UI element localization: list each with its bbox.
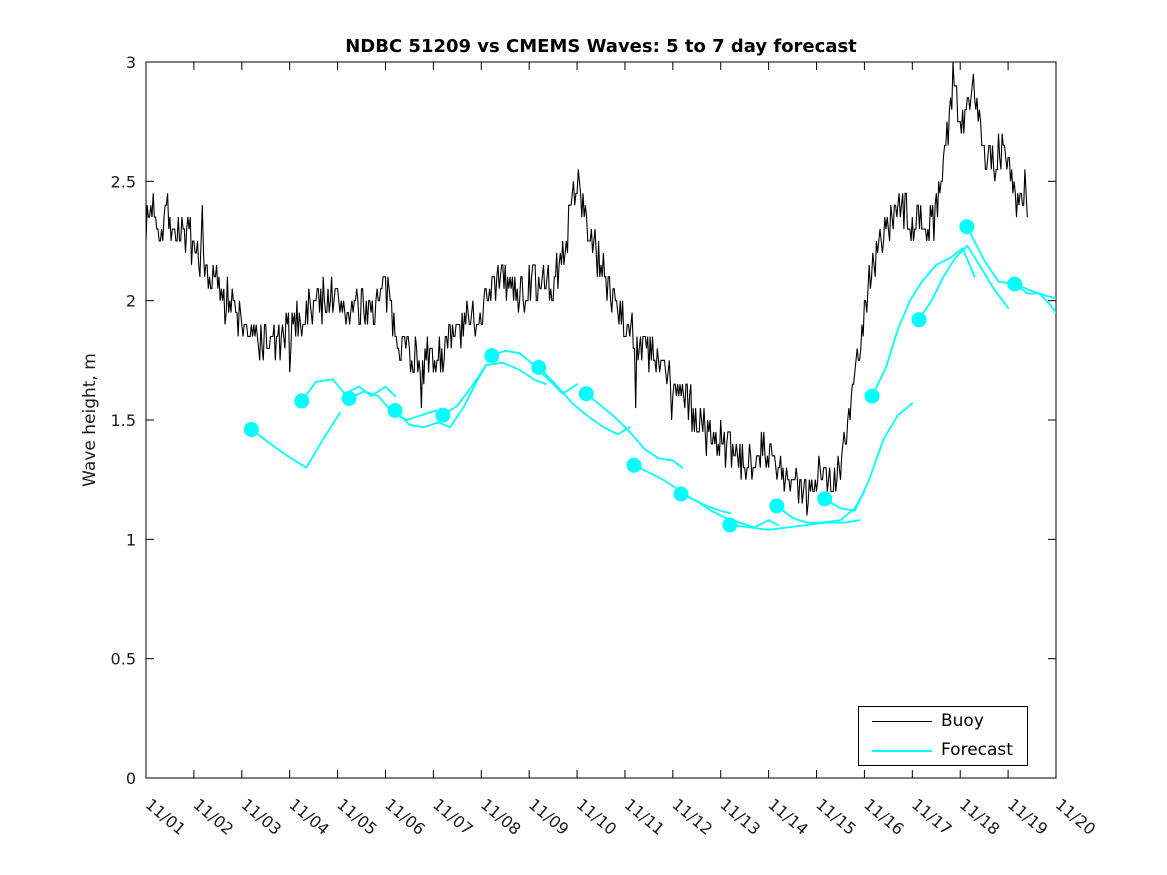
forecast-segment <box>537 366 631 436</box>
forecast-line-sample <box>872 749 932 752</box>
x-tick-label: 11/11 <box>621 795 669 839</box>
x-tick-label: 11/16 <box>860 795 908 839</box>
legend: Buoy Forecast <box>858 706 1028 766</box>
x-tick-label: 11/15 <box>812 795 860 839</box>
x-tick-label: 11/01 <box>142 795 190 839</box>
x-tick-label: 11/13 <box>717 795 765 839</box>
forecast-marker <box>769 498 785 514</box>
forecast-marker <box>294 393 310 409</box>
x-tick-label: 11/06 <box>381 795 429 839</box>
x-tick-label: 11/18 <box>956 795 1004 839</box>
forecast-segment <box>871 247 976 398</box>
forecast-marker <box>673 486 689 502</box>
buoy-line <box>146 62 1028 516</box>
forecast-segment <box>300 378 397 402</box>
legend-label-forecast: Forecast <box>941 740 1013 760</box>
forecast-marker <box>243 422 259 437</box>
buoy-line-sample <box>872 721 932 722</box>
forecast-marker <box>722 517 738 533</box>
forecast-segment <box>394 364 488 429</box>
forecast-marker <box>911 312 927 328</box>
forecast-segment <box>585 392 684 469</box>
x-tick-label: 11/08 <box>477 795 525 839</box>
forecast-marker <box>1007 276 1023 292</box>
x-tick-label: 11/12 <box>669 795 717 839</box>
x-tick-label: 11/17 <box>908 795 956 839</box>
axis-box <box>145 61 1057 779</box>
y-tick-label: 1 <box>126 530 136 549</box>
y-tick-label: 0 <box>126 769 136 788</box>
y-tick-label: 0.5 <box>111 650 136 669</box>
y-tick-label: 1.5 <box>111 411 136 430</box>
forecast-marker <box>341 391 357 406</box>
x-tick-label: 11/07 <box>429 795 477 839</box>
forecast-segment <box>728 519 861 531</box>
forecast-segment <box>1013 283 1056 314</box>
x-tick-label: 11/04 <box>285 795 333 839</box>
x-tick-label: 11/09 <box>525 795 573 839</box>
y-tick-label: 2 <box>126 292 136 311</box>
forecast-marker <box>484 348 500 364</box>
forecast-marker <box>578 386 594 402</box>
forecast-segment <box>918 244 1009 321</box>
forecast-marker <box>864 388 880 404</box>
forecast-marker <box>531 360 547 375</box>
x-tick-label: 11/14 <box>764 795 812 839</box>
forecast-marker <box>817 491 833 507</box>
forecast-segment <box>250 411 341 469</box>
y-axis-label: Wave height, m <box>80 353 100 487</box>
forecast-segment <box>775 490 866 524</box>
chart-title: NDBC 51209 vs CMEMS Waves: 5 to 7 day fo… <box>345 36 857 57</box>
legend-row-buoy: Buoy <box>859 713 1027 730</box>
x-tick-label: 11/19 <box>1004 795 1052 839</box>
x-tick-label: 11/03 <box>238 795 286 839</box>
forecast-marker <box>626 457 642 473</box>
y-tick-label: 3 <box>126 53 136 72</box>
forecast-marker <box>387 403 403 418</box>
forecast-segment <box>823 402 914 512</box>
x-tick-label: 11/10 <box>573 795 621 839</box>
forecast-segment <box>441 361 547 417</box>
x-tick-label: 11/02 <box>190 795 238 839</box>
x-tick-label: 11/20 <box>1052 795 1100 839</box>
legend-label-buoy: Buoy <box>941 711 984 731</box>
y-tick-label: 2.5 <box>111 172 136 191</box>
forecast-marker <box>435 407 451 423</box>
legend-row-forecast: Forecast <box>859 742 1027 759</box>
x-tick-label: 11/05 <box>333 795 381 839</box>
forecast-marker <box>959 219 975 235</box>
